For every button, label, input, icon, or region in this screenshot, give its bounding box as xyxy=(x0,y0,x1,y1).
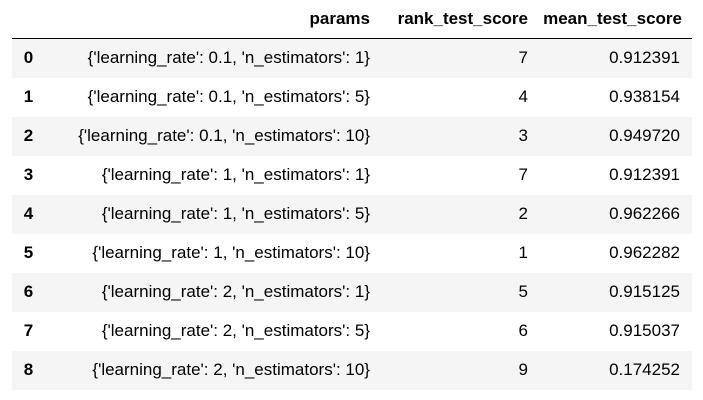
params-cell: {'learning_rate': 1, 'n_estimators': 10} xyxy=(92,243,370,262)
row-index: 5 xyxy=(23,243,34,262)
rank-test-score-cell: 6 xyxy=(518,321,528,340)
row-index: 7 xyxy=(23,321,34,340)
dataframe-output: params rank_test_score mean_test_score 0… xyxy=(12,0,692,390)
rank-test-score-cell: 5 xyxy=(518,282,528,301)
table-row: 4 {'learning_rate': 1, 'n_estimators': 5… xyxy=(12,194,692,234)
mean-test-score-cell: 0.915125 xyxy=(609,282,680,301)
row-index: 3 xyxy=(23,165,34,184)
mean-test-score-column-header: mean_test_score xyxy=(538,0,692,39)
table-row: 1 {'learning_rate': 0.1, 'n_estimators':… xyxy=(12,77,692,117)
params-cell: {'learning_rate': 1, 'n_estimators': 1} xyxy=(101,165,370,184)
mean-test-score-cell: 0.915037 xyxy=(609,321,680,340)
row-index: 6 xyxy=(23,282,34,301)
mean-test-score-cell: 0.938154 xyxy=(609,87,680,106)
row-index: 4 xyxy=(23,204,34,223)
table-row: 6 {'learning_rate': 2, 'n_estimators': 1… xyxy=(12,272,692,312)
row-index: 8 xyxy=(23,360,34,379)
row-index: 0 xyxy=(23,48,34,68)
mean-test-score-cell: 0.912391 xyxy=(609,165,680,184)
rank-test-score-cell: 1 xyxy=(518,243,528,262)
params-cell: {'learning_rate': 2, 'n_estimators': 10} xyxy=(92,360,370,379)
rank-test-score-cell: 7 xyxy=(518,165,528,184)
rank-test-score-cell: 3 xyxy=(518,126,528,145)
index-column-header xyxy=(12,0,45,39)
table-header: params rank_test_score mean_test_score xyxy=(12,0,692,39)
params-cell: {'learning_rate': 1, 'n_estimators': 5} xyxy=(101,204,370,223)
params-cell: {'learning_rate': 2, 'n_estimators': 1} xyxy=(101,282,370,301)
row-index: 2 xyxy=(23,126,34,145)
table-row: 2 {'learning_rate': 0.1, 'n_estimators':… xyxy=(12,116,692,156)
table-row: 0 {'learning_rate': 0.1, 'n_estimators':… xyxy=(12,38,692,78)
params-cell: {'learning_rate': 0.1, 'n_estimators': 5… xyxy=(87,87,370,106)
mean-test-score-cell: 0.949720 xyxy=(609,126,680,145)
table-body: 0 {'learning_rate': 0.1, 'n_estimators':… xyxy=(12,38,692,390)
mean-test-score-cell: 0.962282 xyxy=(609,243,680,262)
rank-test-score-cell: 7 xyxy=(518,48,528,68)
rank-test-score-cell: 2 xyxy=(518,204,528,223)
table-row: 7 {'learning_rate': 2, 'n_estimators': 5… xyxy=(12,311,692,351)
mean-test-score-cell: 0.912391 xyxy=(609,48,680,68)
rank-test-score-cell: 4 xyxy=(518,87,528,106)
params-cell: {'learning_rate': 0.1, 'n_estimators': 1… xyxy=(78,126,370,145)
rank-test-score-cell: 9 xyxy=(518,360,528,379)
mean-test-score-cell: 0.962266 xyxy=(609,204,680,223)
table-row: 5 {'learning_rate': 1, 'n_estimators': 1… xyxy=(12,233,692,273)
header-row: params rank_test_score mean_test_score xyxy=(12,0,692,39)
mean-test-score-cell: 0.174252 xyxy=(609,360,680,379)
table-row: 3 {'learning_rate': 1, 'n_estimators': 1… xyxy=(12,155,692,195)
row-index: 1 xyxy=(23,87,34,106)
params-cell: {'learning_rate': 0.1, 'n_estimators': 1… xyxy=(87,48,370,68)
rank-test-score-column-header: rank_test_score xyxy=(380,0,538,39)
params-cell: {'learning_rate': 2, 'n_estimators': 5} xyxy=(101,321,370,340)
results-table: params rank_test_score mean_test_score 0… xyxy=(12,0,692,390)
params-column-header: params xyxy=(45,0,380,39)
table-row: 8 {'learning_rate': 2, 'n_estimators': 1… xyxy=(12,350,692,390)
